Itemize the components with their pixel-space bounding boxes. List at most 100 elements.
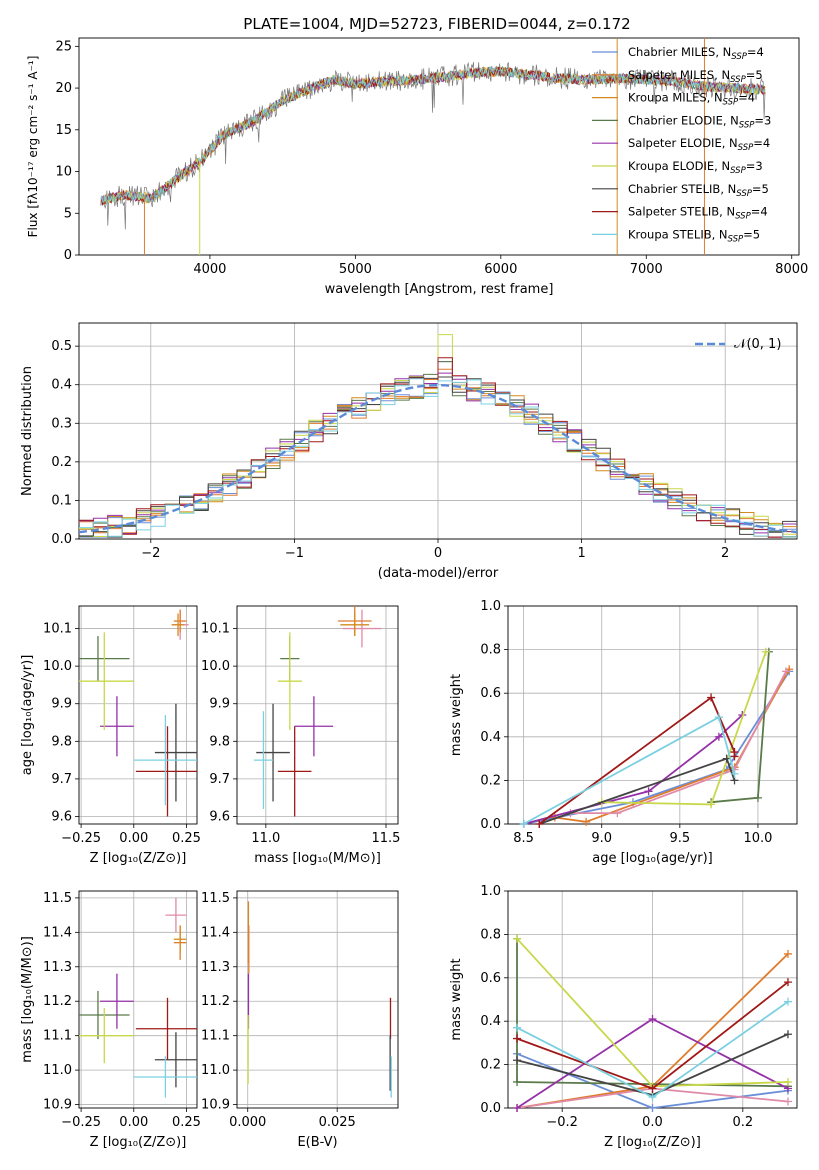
y-tick-label: 11.5 bbox=[43, 891, 72, 906]
y-tick-label: 10.1 bbox=[43, 622, 72, 637]
x-tick-label: 0.000 bbox=[229, 1115, 266, 1130]
weight-marker bbox=[648, 1015, 657, 1024]
y-axis-label: age [log₁₀(age/yr)] bbox=[20, 655, 35, 776]
weight-marker bbox=[783, 1097, 792, 1106]
y-axis-label: mass weight bbox=[449, 958, 464, 1040]
weight-marker bbox=[513, 1056, 522, 1065]
age_vs_mass-frame bbox=[236, 605, 399, 825]
legend-label: Kroupa ELODIE, NSSP=3 bbox=[628, 159, 763, 176]
y-tick-label: 0 bbox=[64, 248, 72, 263]
y-tick-label: 11.4 bbox=[43, 925, 72, 940]
y-tick-label: 9.9 bbox=[209, 697, 230, 712]
y-tick-label: 11.1 bbox=[201, 1029, 230, 1044]
y-tick-label: 5 bbox=[64, 206, 72, 221]
x-tick-label: 4000 bbox=[193, 262, 226, 277]
figure-title: PLATE=1004, MJD=52723, FIBERID=0044, z=0… bbox=[243, 15, 630, 33]
weight-marker bbox=[730, 769, 739, 778]
age_vs_Z-axes: −0.25 0.00 0.25 9.6 9.7 9.8 9.9 10.0 10.1 Z [log₁… bbox=[20, 605, 201, 866]
weight-marker bbox=[714, 732, 723, 741]
x-tick-label: 11.5 bbox=[372, 831, 401, 846]
y-tick-label: 10.0 bbox=[201, 659, 230, 674]
y-axis-label: Normed distribution bbox=[20, 366, 35, 496]
y-axis-label: mass [log₁₀(M/M⊙)] bbox=[20, 936, 35, 1063]
x-axis-label: E(B-V) bbox=[297, 1135, 337, 1150]
x-tick-label: 11.0 bbox=[251, 831, 280, 846]
y-tick-label: 0.2 bbox=[51, 455, 72, 470]
y-tick-label: 11.3 bbox=[201, 960, 230, 975]
legend-label: Kroupa STELIB, NSSP=5 bbox=[628, 227, 760, 244]
weight-marker bbox=[707, 693, 716, 702]
y-tick-label: 11.5 bbox=[201, 891, 230, 906]
x-tick-label: 8000 bbox=[775, 262, 808, 277]
y-tick-label: 11.0 bbox=[201, 1063, 230, 1078]
x-tick-label: −0.25 bbox=[61, 831, 101, 846]
weight-marker bbox=[783, 1077, 792, 1086]
y-tick-label: 10 bbox=[55, 165, 72, 180]
x-tick-label: 5000 bbox=[339, 262, 372, 277]
y-tick-label: 11.2 bbox=[43, 994, 72, 1009]
y-tick-label: 9.9 bbox=[51, 697, 72, 712]
weight-marker bbox=[753, 793, 762, 802]
x-tick-label: 0.00 bbox=[119, 831, 148, 846]
y-tick-label: 1.0 bbox=[480, 599, 501, 614]
weight-marker bbox=[783, 949, 792, 958]
x-tick-label: 6000 bbox=[484, 262, 517, 277]
weight-marker bbox=[783, 997, 792, 1006]
residuals-axes: −2 −1 0 1 2 0.0 0.1 0.2 0.3 0.4 0.5 (data-model)/er… bbox=[20, 322, 798, 581]
x-axis-label: Z [log₁₀(Z/Z⊙)] bbox=[90, 851, 187, 866]
y-tick-label: 0.6 bbox=[480, 971, 501, 986]
x-tick-label: 0.0 bbox=[642, 1115, 663, 1130]
y-tick-label: 20 bbox=[55, 81, 72, 96]
weight-marker bbox=[513, 1034, 522, 1043]
weight-marker bbox=[648, 1093, 657, 1102]
y-tick-label: 0.6 bbox=[480, 686, 501, 701]
weight-marker bbox=[513, 1077, 522, 1086]
spectrum-series-6 bbox=[100, 61, 766, 230]
weight_vs_age-axes: 8.5 9.0 9.5 10.0 0.0 0.2 0.4 0.6 0.8 1.0 age [log₁… bbox=[449, 599, 798, 866]
weight-line-5 bbox=[601, 651, 767, 806]
y-tick-label: 0.4 bbox=[51, 378, 72, 393]
y-tick-label: 0.0 bbox=[480, 1101, 501, 1116]
legend-label: Kroupa MILES, NSSP=4 bbox=[628, 91, 755, 108]
y-tick-label: 9.8 bbox=[51, 734, 72, 749]
weight-line-6 bbox=[538, 757, 736, 824]
weight-marker bbox=[730, 752, 739, 761]
legend-label: Salpeter MILES, NSSP=5 bbox=[628, 68, 763, 85]
y-tick-label: 1.0 bbox=[480, 884, 501, 899]
weight-marker bbox=[783, 1030, 792, 1039]
weight-marker bbox=[648, 1104, 657, 1112]
mass_vs_EBV-axes: 0.000 0.025 10.9 11.0 11.1 11.2 11.3 11.4 11.5 E(… bbox=[201, 890, 399, 1150]
weight-marker bbox=[714, 713, 723, 722]
y-tick-label: 25 bbox=[55, 39, 72, 54]
y-tick-label: 0.2 bbox=[480, 1058, 501, 1073]
weight-marker bbox=[513, 1104, 522, 1112]
y-tick-label: 0.0 bbox=[51, 532, 72, 547]
mass_vs_Z-frame bbox=[78, 890, 198, 1109]
mass_vs_Z-axes: −0.25 0.00 0.25 10.9 11.0 11.1 11.2 11.3 11.4 11.… bbox=[20, 890, 201, 1150]
y-tick-label: 9.8 bbox=[209, 734, 230, 749]
x-tick-label: 9.0 bbox=[591, 831, 612, 846]
weight-marker bbox=[535, 820, 544, 828]
spectrum-series-8 bbox=[100, 65, 766, 205]
legend-label: Salpeter STELIB, NSSP=4 bbox=[628, 205, 768, 222]
x-tick-label: 10.0 bbox=[743, 831, 772, 846]
spectrum-series-7 bbox=[100, 66, 766, 206]
y-tick-label: 0.0 bbox=[480, 817, 501, 832]
y-tick-label: 9.7 bbox=[209, 772, 230, 787]
weight-marker bbox=[513, 1023, 522, 1032]
legend-label: Chabrier MILES, NSSP=4 bbox=[628, 45, 764, 62]
residual-hist-8 bbox=[79, 378, 797, 538]
y-tick-label: 11.2 bbox=[201, 994, 230, 1009]
y-tick-label: 11.4 bbox=[201, 925, 230, 940]
x-tick-label: 7000 bbox=[630, 262, 663, 277]
x-axis-label: wavelength [Angstrom, rest frame] bbox=[325, 282, 554, 297]
y-tick-label: 11.3 bbox=[43, 960, 72, 975]
y-tick-label: 0.4 bbox=[480, 1014, 501, 1029]
x-axis-label: mass [log₁₀(M/M⊙)] bbox=[254, 851, 381, 866]
x-axis-label: (data-model)/error bbox=[378, 566, 499, 581]
y-axis-label: mass weight bbox=[449, 674, 464, 756]
y-tick-label: 11.0 bbox=[43, 1063, 72, 1078]
weight-marker bbox=[761, 647, 770, 656]
weight-marker bbox=[648, 1084, 657, 1093]
x-tick-label: −0.25 bbox=[61, 1115, 101, 1130]
